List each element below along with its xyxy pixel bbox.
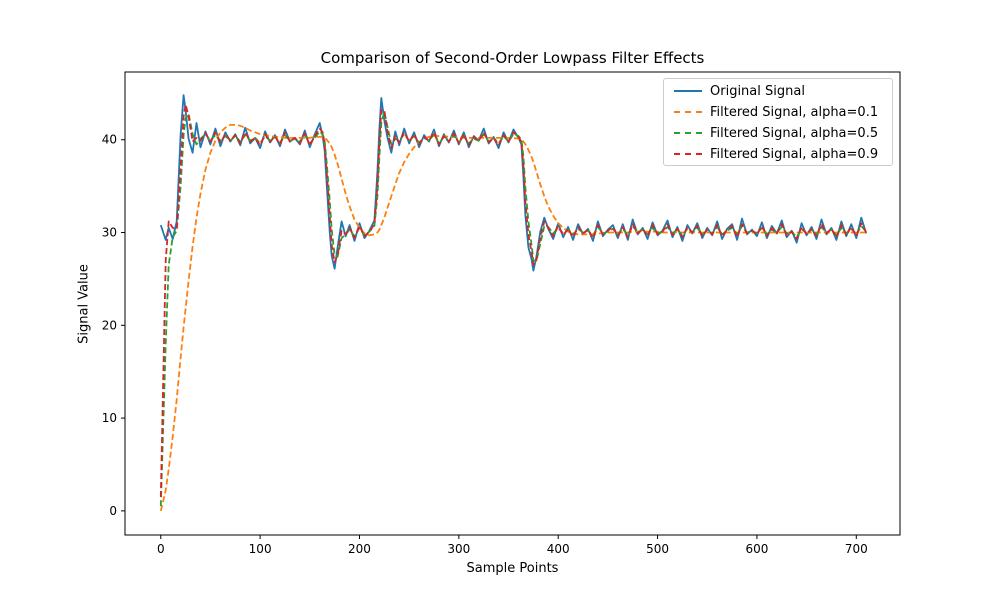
legend-label-alpha-0-5: Filtered Signal, alpha=0.5 xyxy=(710,125,879,141)
series-line-original xyxy=(159,94,868,272)
legend-swatch-alpha-0-5 xyxy=(674,132,702,134)
legend-label-alpha-0-9: Filtered Signal, alpha=0.9 xyxy=(710,146,879,162)
x-tick-label: 700 xyxy=(845,542,868,556)
legend-label-alpha-0-1: Filtered Signal, alpha=0.1 xyxy=(710,104,879,120)
series-layer xyxy=(159,94,868,512)
y-tick-label: 20 xyxy=(102,318,117,332)
x-tick-label: 200 xyxy=(348,542,371,556)
legend-item-alpha-0-5: Filtered Signal, alpha=0.5 xyxy=(674,123,878,143)
legend-swatch-alpha-0-9 xyxy=(674,153,702,155)
x-tick-label: 600 xyxy=(745,542,768,556)
x-tick-label: 400 xyxy=(547,542,570,556)
y-axis-label: Signal Value xyxy=(76,264,92,344)
legend-item-alpha-0-1: Filtered Signal, alpha=0.1 xyxy=(674,102,878,122)
y-tick-label: 30 xyxy=(102,226,117,240)
y-tick-label: 0 xyxy=(109,504,117,518)
x-tick-label: 300 xyxy=(447,542,470,556)
x-tick-label: 100 xyxy=(249,542,272,556)
legend-swatch-original xyxy=(674,90,702,92)
series-line-alpha-0-1 xyxy=(159,124,867,512)
x-tick-label: 0 xyxy=(157,542,165,556)
y-tick-label: 40 xyxy=(102,133,117,147)
legend-item-original: Original Signal xyxy=(674,81,805,101)
y-tick-label: 10 xyxy=(102,411,117,425)
x-tick-label: 500 xyxy=(646,542,669,556)
chart-title: Comparison of Second-Order Lowpass Filte… xyxy=(320,49,705,67)
series-line-alpha-0-5 xyxy=(159,111,867,507)
ticks-layer: 0 100 200 300 400 500 600 700 0 10 20 30 40 xyxy=(102,133,868,556)
legend-item-alpha-0-9: Filtered Signal, alpha=0.9 xyxy=(674,144,878,164)
x-axis-label: Sample Points xyxy=(466,561,559,576)
legend-label-original: Original Signal xyxy=(710,83,805,99)
legend-swatch-alpha-0-1 xyxy=(674,111,702,113)
legend: Original Signal Filtered Signal, alpha=0… xyxy=(663,78,893,166)
plot-area-frame xyxy=(124,71,901,536)
